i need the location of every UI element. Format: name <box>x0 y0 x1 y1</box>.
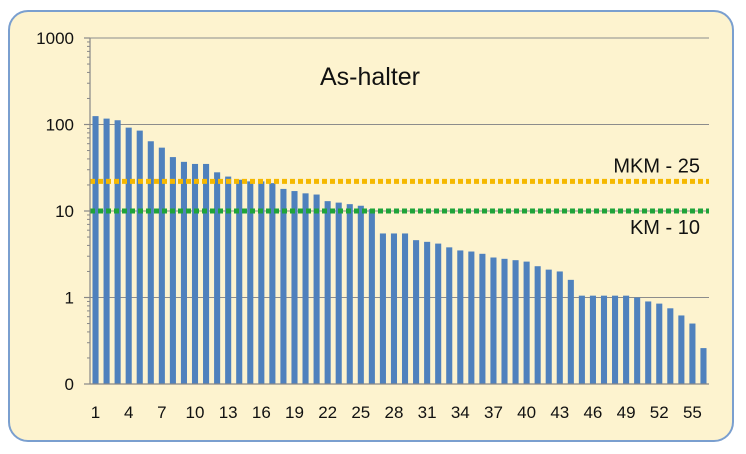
bar <box>424 241 431 384</box>
y-tick-label: 1 <box>65 289 74 308</box>
bars <box>92 116 707 385</box>
bar <box>103 118 110 384</box>
bar <box>667 308 674 384</box>
bar <box>634 297 641 384</box>
bar <box>158 147 165 384</box>
x-tick-label: 43 <box>550 403 569 422</box>
y-tick-label: 0 <box>65 375 74 394</box>
bar <box>623 295 630 384</box>
bar <box>357 205 364 384</box>
bar <box>600 295 608 384</box>
bar <box>468 251 475 384</box>
bar <box>435 243 442 384</box>
bar <box>479 253 486 384</box>
x-tick-label: 16 <box>252 403 271 422</box>
bar <box>258 181 265 384</box>
bar <box>689 323 696 384</box>
x-tick-label: 7 <box>157 403 166 422</box>
chart-title: As-halter <box>320 63 420 91</box>
x-tick-label: 40 <box>517 403 536 422</box>
x-tick-label: 4 <box>124 403 133 422</box>
bar <box>612 295 619 384</box>
x-tick-label: 55 <box>683 403 702 422</box>
x-tick-label: 49 <box>617 403 636 422</box>
y-minor-ticks <box>87 41 90 359</box>
bar <box>346 204 353 384</box>
bar <box>324 201 331 384</box>
x-tick-label: 10 <box>186 403 205 422</box>
bar <box>280 188 287 384</box>
bar <box>645 301 652 384</box>
bar <box>545 269 552 384</box>
bar <box>247 181 254 384</box>
x-tick-label: 37 <box>484 403 503 422</box>
bar <box>114 120 121 384</box>
x-tick-labels: 1 4 7 10 13 16 19 22 25 28 31 34 37 40 43 46 49 52 55 <box>91 403 702 422</box>
bar <box>269 183 276 384</box>
x-tick-label: 25 <box>351 403 370 422</box>
reference-line-label: MKM - 25 <box>613 155 700 177</box>
x-tick-label: 28 <box>385 403 404 422</box>
bar <box>578 295 585 384</box>
bar <box>125 127 132 384</box>
bar <box>225 176 232 384</box>
bar <box>291 191 298 384</box>
bar <box>191 163 199 384</box>
bar <box>203 163 210 384</box>
x-tick-label: 13 <box>219 403 238 422</box>
bar <box>490 257 497 384</box>
bar <box>401 233 409 384</box>
y-tick-label: 100 <box>46 116 74 135</box>
bar <box>379 233 386 384</box>
bar <box>169 157 176 384</box>
x-tick-label: 34 <box>451 403 470 422</box>
bar <box>236 179 243 384</box>
bar <box>368 209 375 384</box>
x-tick-label: 22 <box>318 403 337 422</box>
bar <box>147 141 154 384</box>
x-tick-label: 31 <box>418 403 437 422</box>
bar <box>302 193 309 384</box>
bar <box>180 161 187 384</box>
bar <box>214 172 221 384</box>
bar <box>567 279 574 384</box>
bar <box>700 348 707 384</box>
reference-lines: MKM - 25 KM - 10 <box>90 155 709 239</box>
y-tick-label: 1000 <box>36 29 74 48</box>
y-tick-label: 10 <box>55 202 74 221</box>
bar <box>656 303 663 384</box>
bar <box>678 315 685 384</box>
bar <box>534 266 541 384</box>
bar <box>313 194 320 384</box>
reference-line-label: KM - 10 <box>630 217 700 239</box>
x-tick-label: 1 <box>91 403 100 422</box>
x-tick-label: 52 <box>650 403 669 422</box>
y-tick-labels: 0 1 10 100 1000 <box>36 29 74 394</box>
bar <box>92 116 99 385</box>
bar <box>457 250 464 384</box>
bar <box>556 271 563 384</box>
bar <box>390 233 398 384</box>
bar <box>589 295 596 384</box>
bar <box>446 247 453 384</box>
bar <box>501 258 508 384</box>
bar <box>523 261 530 384</box>
x-tick-label: 19 <box>285 403 304 422</box>
x-tick-label: 46 <box>583 403 602 422</box>
bar <box>413 240 420 384</box>
bar <box>136 130 143 384</box>
bar <box>335 202 342 384</box>
bar <box>512 260 519 384</box>
